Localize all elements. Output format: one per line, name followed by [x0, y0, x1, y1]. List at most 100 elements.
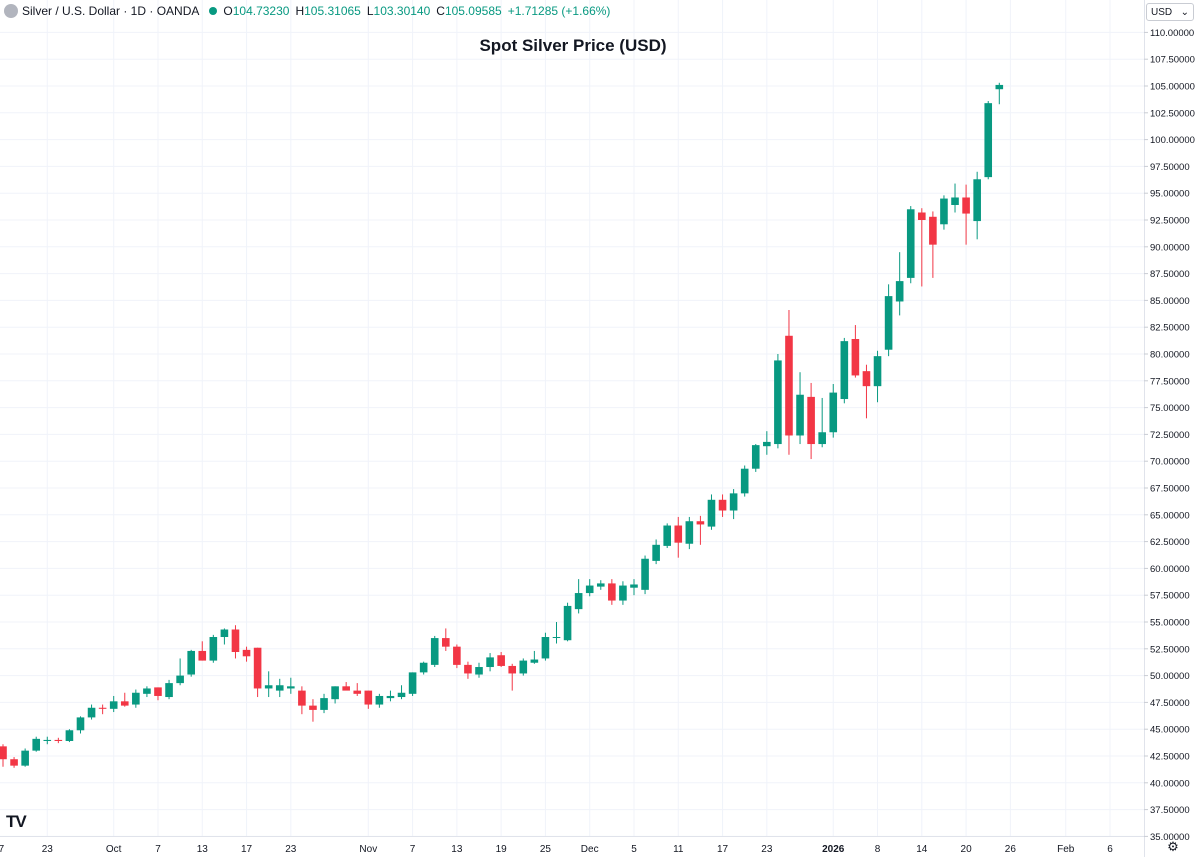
candle — [796, 372, 804, 445]
candle-body — [364, 690, 373, 705]
low-value: 103.30140 — [373, 4, 431, 18]
candle-body — [508, 665, 517, 674]
y-tick-label: 100.00000 — [1150, 135, 1195, 146]
candle — [253, 647, 262, 698]
x-tick-label: 19 — [496, 844, 508, 855]
candle — [187, 649, 195, 677]
candle-body — [253, 647, 262, 689]
candle-body — [751, 445, 760, 469]
candle-body — [342, 686, 350, 691]
candle — [298, 686, 306, 715]
ohlc-low: L103.30140 — [367, 4, 430, 18]
currency-button[interactable]: USD ⌄ — [1146, 3, 1194, 21]
candle — [630, 579, 638, 596]
candle-body — [829, 392, 838, 433]
candle-body — [397, 692, 406, 698]
candle — [895, 252, 904, 316]
candle — [10, 757, 18, 768]
candle-body — [596, 583, 605, 587]
candle — [563, 602, 572, 642]
candle-body — [663, 525, 671, 546]
candle — [154, 687, 162, 701]
candle-body — [918, 212, 926, 220]
candle — [674, 516, 683, 558]
candle-body — [464, 664, 472, 674]
candle-body — [32, 738, 41, 751]
candle-body — [287, 686, 295, 689]
candle — [375, 693, 384, 708]
candle — [198, 641, 207, 661]
y-tick-label: 82.50000 — [1150, 323, 1190, 334]
y-tick-label: 110.00000 — [1150, 28, 1194, 39]
candle — [530, 650, 539, 664]
y-tick-label: 40.00000 — [1150, 778, 1190, 789]
candle-body — [630, 584, 638, 588]
close-value: 105.09585 — [444, 4, 502, 18]
candle-body — [486, 657, 494, 668]
x-tick-label: 5 — [631, 844, 637, 855]
candle-body — [386, 695, 395, 699]
candle — [652, 539, 660, 565]
candle-body — [98, 707, 107, 709]
y-tick-label: 55.00000 — [1150, 618, 1190, 629]
candle — [497, 652, 505, 668]
candle-body — [87, 707, 96, 718]
currency-label: USD — [1151, 6, 1173, 18]
candle — [309, 699, 317, 722]
candle-body — [674, 525, 683, 543]
candle — [231, 625, 240, 659]
candle — [76, 716, 85, 734]
x-tick-label: 13 — [197, 844, 209, 855]
candle — [430, 635, 439, 668]
gear-icon[interactable]: ⚙ — [1167, 839, 1179, 854]
open-label: O — [223, 4, 233, 18]
candle-body — [940, 198, 948, 225]
y-tick-label: 67.50000 — [1150, 484, 1190, 495]
candle — [884, 284, 893, 357]
x-tick-label: 17 — [0, 844, 5, 855]
candle-body — [187, 650, 195, 675]
candle — [929, 211, 937, 278]
close-label: C — [436, 4, 445, 18]
candle-body — [10, 759, 18, 766]
candle — [143, 686, 151, 698]
candle — [364, 690, 373, 709]
candle-body — [740, 468, 749, 494]
candle — [419, 661, 428, 675]
candle-body — [785, 335, 793, 436]
candle-body — [552, 637, 561, 639]
candle-body — [906, 209, 915, 278]
y-tick-label: 50.00000 — [1150, 671, 1190, 682]
x-tick-label: 6 — [1107, 844, 1113, 855]
y-tick-label: 90.00000 — [1150, 242, 1190, 253]
candle-body — [973, 179, 981, 222]
candle — [464, 661, 472, 679]
x-tick-label: Oct — [106, 844, 122, 855]
candle-body — [895, 281, 904, 302]
candle-body — [929, 216, 937, 245]
candle — [619, 581, 627, 605]
tradingview-logo[interactable]: TV — [6, 812, 27, 831]
candle — [552, 622, 561, 644]
candle-body — [608, 583, 616, 601]
x-tick-label: 23 — [761, 844, 773, 855]
candle-body — [176, 675, 184, 684]
x-tick-label: 2026 — [822, 844, 845, 855]
y-tick-label: 57.50000 — [1150, 591, 1190, 602]
chart-title: Spot Silver Price (USD) — [479, 36, 667, 55]
candle-body — [154, 687, 162, 696]
candle — [785, 310, 793, 455]
y-tick-label: 80.00000 — [1150, 350, 1190, 361]
candle-body — [862, 371, 871, 387]
candle-body — [475, 667, 483, 675]
candle-body — [320, 698, 328, 710]
candle — [585, 579, 594, 597]
candle-body — [873, 356, 882, 387]
candle — [729, 489, 738, 520]
y-tick-label: 102.50000 — [1150, 108, 1195, 119]
grid — [0, 0, 1144, 837]
symbol-label[interactable]: Silver / U.S. Dollar · 1D · OANDA — [22, 4, 200, 18]
candle-body — [574, 593, 583, 610]
candle-body — [419, 662, 428, 673]
x-tick-label: 26 — [1005, 844, 1017, 855]
